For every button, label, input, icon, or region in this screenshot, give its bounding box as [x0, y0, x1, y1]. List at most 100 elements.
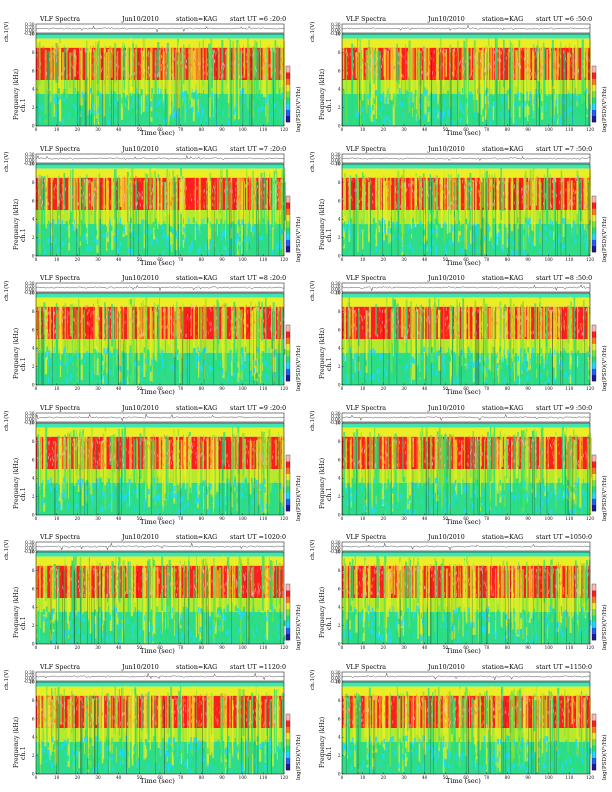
colorbar-swatch: [592, 633, 596, 641]
x-tick-label: 100: [239, 645, 247, 650]
x-tick-label: 10: [54, 775, 60, 780]
waveform-frame: [35, 671, 285, 681]
colorbar-swatch: [592, 368, 596, 376]
colorbar-swatch: [286, 719, 290, 727]
frequency-axis-label: Frequency (kHz): [319, 457, 326, 509]
colorbar-frame: [285, 195, 291, 252]
start-ut-value: 1020:0: [263, 534, 286, 541]
colorbar-swatch: [592, 331, 596, 338]
waveform-tick-label: 0.30: [25, 670, 35, 675]
waveform-frame: [35, 541, 285, 552]
colorbar-swatch: [592, 103, 596, 110]
y-tick-label: 8: [32, 438, 35, 443]
waveform-tick-label: 0.00: [331, 546, 341, 551]
y-tick-label: 2: [32, 494, 35, 499]
waveform-axis-label: ch.1(V): [4, 539, 10, 560]
waveform-trace: [35, 542, 285, 551]
colorbar-label: log(PSD)(V²/Hz): [296, 733, 302, 780]
time-axis-label: Time (sec): [446, 258, 481, 267]
start-ut-value: 1120:0: [263, 663, 286, 671]
y-tick-label: 2: [32, 753, 35, 758]
panel-title: VLF Spectra: [346, 145, 386, 153]
panel-svg: 0.300.200.00-0.300 10 20 30 40 50 60 70 80 90 100 1…: [330, 22, 597, 132]
panel-svg: 0.300.200.00-0.300 10 20 30 40 50 60 70 80 90 100 1…: [24, 281, 291, 391]
x-tick-label: 90: [525, 645, 531, 650]
panel-start-ut: start UT =1050:0: [536, 534, 592, 541]
y-tick-label: 4: [32, 346, 35, 351]
y-tick-label: 4: [338, 734, 341, 739]
panel-start-ut: start UT =9 :50:0: [536, 405, 592, 412]
y-tick-label: 4: [32, 475, 35, 480]
start-ut-prefix: start UT =: [230, 404, 264, 412]
x-tick-label: 30: [95, 257, 101, 262]
x-tick-label: 40: [422, 386, 428, 391]
time-axis-label: Time (sec): [446, 517, 481, 526]
x-tick-label: 90: [219, 127, 225, 132]
start-ut-value: 6 :50:0: [569, 16, 593, 23]
colorbar-swatch: [286, 750, 290, 758]
y-tick-label: 6: [32, 198, 35, 203]
spectrogram-panel: 0.30 0.20 0.00 -0.30 0 10 20 30 40 50 60 70 80 90 100 1…: [306, 532, 612, 660]
colorbar-swatch: [286, 115, 290, 123]
x-tick-label: 90: [219, 386, 225, 391]
spectrogram-panel: 0.30 0.20 0.00 -0.30 0 10 20 30 40 50 60 70 80 90 100 1…: [306, 14, 612, 142]
frequency-axis-label: Frequency (kHz): [13, 586, 20, 638]
x-tick-label: 0: [341, 257, 344, 262]
x-tick-label: 20: [381, 516, 387, 521]
start-ut-prefix: start UT =: [536, 404, 570, 412]
colorbar-swatch: [592, 725, 596, 733]
spectrogram-panel: 0.30 0.20 0.00 -0.30 0 10 20 30 40 50 60 70 80 90 100 1…: [306, 403, 612, 531]
x-tick-label: 100: [239, 516, 247, 521]
waveform-tick-label: 0.00: [25, 158, 35, 163]
colorbar-swatch: [592, 337, 596, 344]
x-tick-label: 100: [239, 386, 247, 391]
panel-title: VLF Spectra: [40, 275, 80, 282]
x-tick-label: 30: [95, 127, 101, 132]
time-axis-label: Time (sec): [140, 517, 175, 526]
panel-station: station=KAG: [482, 404, 524, 412]
y-tick-label: 0: [338, 124, 341, 129]
x-tick-label: 50: [137, 645, 143, 650]
x-tick-label: 0: [35, 386, 38, 391]
frequency-axis-label: Frequency (kHz): [13, 327, 20, 379]
panel-station: station=KAG: [482, 16, 524, 23]
x-tick-label: 120: [280, 127, 288, 132]
y-tick-label: 8: [338, 438, 341, 443]
y-tick-label: 6: [338, 327, 341, 332]
x-tick-label: 30: [401, 516, 407, 521]
x-tick-label: 10: [360, 127, 366, 132]
waveform-tick-label: -0.30: [24, 161, 35, 166]
frequency-axis-label: Frequency (kHz): [13, 716, 20, 768]
x-tick-label: 60: [157, 516, 163, 521]
channel-label: ch.1: [326, 745, 333, 760]
x-tick-label: 90: [525, 127, 531, 132]
colorbar-swatch: [286, 84, 290, 92]
frequency-axis-label: Frequency (kHz): [13, 457, 20, 509]
x-tick-label: 120: [586, 645, 594, 650]
channel-label: ch.1: [326, 227, 333, 242]
colorbar-swatch: [592, 220, 596, 227]
spectrogram-band: [36, 422, 284, 428]
colorbar-swatch: [286, 325, 290, 332]
spectrogram-texture: [36, 685, 285, 774]
y-tick-label: 0: [32, 383, 35, 388]
colorbar-swatch: [592, 719, 596, 727]
x-tick-label: 120: [586, 775, 594, 780]
colorbar-swatch: [592, 498, 596, 505]
panel-svg: 0.300.200.00-0.300 10 20 30 40 50 60 70 80 90 100 1…: [24, 411, 291, 521]
spectrogram-texture: [36, 297, 286, 385]
panel-start-ut: start UT =7 :50:0: [536, 146, 592, 153]
spectrogram-panel: 0.30 0.20 0.00 -0.30 0 10 20 30 40 50 60 70 80 90 100 1…: [0, 273, 306, 401]
x-tick-label: 10: [360, 775, 366, 780]
spectrogram-band: [36, 598, 284, 612]
colorbar-swatch: [286, 214, 290, 221]
colorbar-swatch: [286, 504, 290, 511]
y-tick-label: 6: [338, 68, 341, 73]
x-tick-label: 80: [199, 645, 205, 650]
panel-svg: 0.300.200.00-0.300 10 20 30 40 50 60 70 80 90 100 1…: [330, 281, 597, 391]
colorbar-swatch: [286, 349, 290, 357]
waveform-frame: [341, 541, 591, 552]
x-tick-label: 110: [565, 775, 573, 780]
x-tick-label: 60: [463, 386, 469, 391]
y-tick-label: 10: [29, 291, 35, 296]
